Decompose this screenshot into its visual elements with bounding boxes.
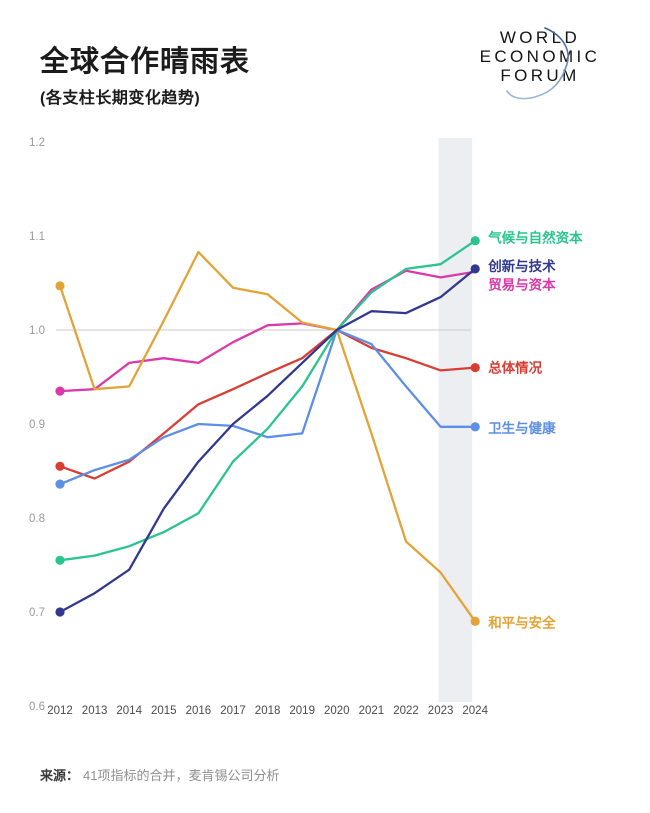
x-tick-label: 2014 [116, 705, 142, 717]
series-start-dot-trade-and-capital [55, 386, 65, 396]
x-tick-label: 2015 [151, 705, 177, 717]
series-line-climate-and-natural-capital [58, 239, 477, 562]
x-tick-label: 2016 [186, 705, 212, 717]
series-start-dot-innovation-and-technology [55, 607, 65, 617]
x-tick-label: 2021 [359, 705, 385, 717]
x-tick-label: 2024 [462, 705, 488, 717]
y-tick-label: 0.9 [29, 419, 45, 431]
legend-label-trade-and-capital: 贸易与资本 [488, 277, 556, 293]
y-tick-label: 0.7 [29, 607, 45, 619]
series-line-health-and-wellness [58, 328, 477, 486]
x-tick-label: 2012 [47, 705, 73, 717]
x-tick-label: 2017 [220, 705, 246, 717]
y-tick-label: 1.2 [29, 137, 45, 149]
series-end-dot-overall-situation [470, 363, 480, 373]
page-subtitle: (各支柱长期变化趋势) [40, 90, 201, 107]
y-tick-label: 0.6 [29, 701, 45, 713]
x-tick-label: 2018 [255, 705, 281, 717]
series-line-overall-situation [58, 328, 477, 480]
series-start-dot-overall-situation [55, 461, 65, 471]
legend-label-climate-and-natural-capital: 气候与自然资本 [487, 230, 583, 246]
x-tick-label: 2013 [82, 705, 108, 717]
series-start-dot-health-and-wellness [55, 479, 65, 489]
x-tick-label: 2022 [393, 705, 419, 717]
x-tick-label: 2023 [428, 705, 454, 717]
series-end-dot-climate-and-natural-capital [470, 236, 480, 246]
legend-label-health-and-wellness: 卫生与健康 [488, 420, 556, 436]
x-tick-label: 2019 [289, 705, 315, 717]
source-label: 来源： [40, 768, 80, 783]
legend-label-overall-situation: 总体情况 [488, 360, 542, 376]
y-tick-label: 1.1 [29, 231, 45, 243]
source-line: 来源： 41项指标的合并，麦肯锡公司分析 [40, 765, 279, 784]
legend-label-innovation-and-technology: 创新与技术 [487, 258, 556, 274]
y-tick-label: 1.0 [29, 325, 45, 337]
page-title: 全球合作晴雨表 [40, 46, 251, 78]
series-end-dot-innovation-and-technology [470, 264, 480, 274]
source-text: 41项指标的合并，麦肯锡公司分析 [83, 768, 280, 783]
series-start-dot-peace-and-security [55, 281, 65, 291]
legend-label-peace-and-security: 和平与安全 [488, 614, 556, 630]
series-end-dot-health-and-wellness [470, 422, 480, 432]
x-tick-label: 2020 [324, 705, 350, 717]
highlight-band [438, 138, 473, 702]
series-line-peace-and-security [58, 250, 477, 623]
series-end-dot-peace-and-security [470, 616, 480, 627]
series-line-trade-and-capital [58, 269, 477, 393]
series-start-dot-climate-and-natural-capital [55, 555, 65, 565]
y-tick-label: 0.8 [29, 513, 45, 525]
series-line-innovation-and-technology [58, 267, 477, 614]
